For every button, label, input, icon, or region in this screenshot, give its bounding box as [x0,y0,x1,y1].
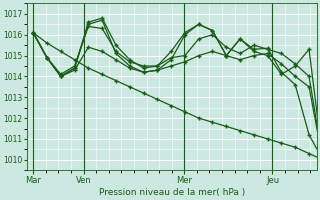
X-axis label: Pression niveau de la mer( hPa ): Pression niveau de la mer( hPa ) [99,188,245,197]
